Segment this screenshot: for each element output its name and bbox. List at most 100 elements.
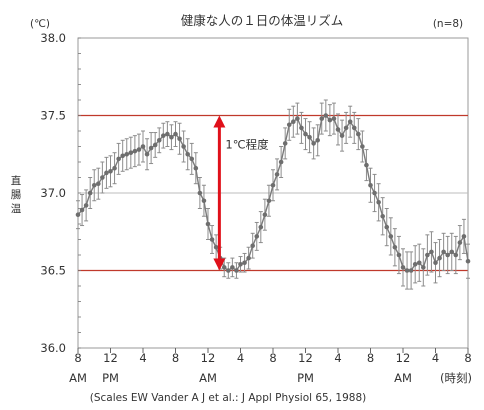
x-tick-period: PM	[297, 371, 314, 385]
x-tick-label: 12	[396, 351, 411, 365]
data-point	[250, 243, 255, 248]
data-point	[120, 153, 125, 159]
data-point	[213, 244, 219, 250]
y-tick-label: 36.5	[40, 264, 66, 278]
y-tick-label: 37.5	[40, 109, 66, 123]
data-point	[246, 255, 251, 261]
data-point	[221, 265, 227, 270]
x-tick-label: 8	[74, 351, 81, 365]
x-tick-period: PM	[102, 371, 119, 385]
x-tick-period: AM	[394, 371, 412, 385]
data-point	[343, 125, 349, 131]
data-point	[449, 249, 455, 255]
data-point	[193, 165, 199, 171]
data-point	[254, 234, 260, 239]
data-point	[173, 131, 178, 137]
x-axis-ticks: 8 AM 12 PM 4 8 12 AM 4 8 12 PM 4 8 12 AM 4 8	[69, 348, 472, 385]
x-tick-label: 8	[172, 351, 179, 365]
data-point	[201, 198, 207, 204]
data-point	[416, 260, 422, 266]
data-point	[425, 252, 430, 258]
data-point	[307, 134, 312, 140]
data-point	[112, 165, 117, 171]
y-axis-ticks: 38.0 37.5 37.0 36.5 36.0	[40, 31, 81, 355]
data-point	[132, 148, 138, 154]
data-point	[91, 182, 97, 188]
data-point	[169, 134, 174, 140]
data-point	[165, 131, 170, 137]
data-point	[197, 190, 203, 196]
data-point	[83, 203, 89, 208]
x-tick-label: 4	[139, 351, 146, 365]
data-point	[384, 224, 390, 230]
data-point	[299, 125, 304, 131]
data-point	[148, 145, 154, 151]
data-point	[100, 175, 105, 180]
data-point	[400, 265, 406, 270]
x-axis-label: (時刻)	[440, 371, 472, 385]
data-point	[209, 237, 215, 242]
data-point	[152, 142, 158, 148]
x-tick-period: AM	[199, 371, 217, 385]
data-point	[156, 138, 162, 143]
data-point	[429, 249, 434, 255]
data-point	[396, 252, 402, 258]
data-point	[453, 252, 459, 258]
data-point	[347, 119, 353, 124]
data-point	[319, 116, 325, 121]
data-point	[445, 252, 450, 258]
data-point	[278, 159, 284, 165]
data-point	[116, 156, 121, 162]
y-axis-label: 直腸温	[11, 174, 22, 215]
data-point	[177, 136, 182, 142]
data-point	[311, 141, 316, 146]
data-point	[96, 181, 101, 186]
data-point	[356, 131, 361, 137]
data-point	[376, 200, 381, 205]
annotation-label: 1℃程度	[225, 138, 269, 152]
source-citation: (Scales EW Vander A J et al.: J Appl Phy…	[90, 392, 367, 404]
data-point	[140, 144, 146, 149]
x-tick-label: 4	[237, 351, 244, 365]
y-tick-label: 38.0	[40, 31, 66, 45]
data-point	[315, 138, 320, 143]
data-point	[457, 240, 463, 245]
data-point	[339, 133, 345, 138]
data-point	[262, 212, 268, 217]
data-point	[238, 262, 243, 267]
data-point	[108, 169, 113, 174]
data-point	[185, 151, 190, 157]
data-point	[461, 234, 467, 239]
data-point	[75, 212, 81, 217]
data-point	[421, 265, 426, 270]
data-point	[270, 182, 276, 188]
data-point	[364, 162, 369, 168]
data-point	[351, 125, 357, 131]
data-point	[205, 221, 211, 227]
x-tick-label: 12	[201, 351, 216, 365]
y-unit-label: (℃)	[30, 18, 50, 30]
annotation-arrowhead-bottom	[213, 258, 226, 271]
data-point	[331, 116, 337, 121]
data-point	[181, 144, 186, 149]
x-tick-label: 12	[298, 351, 313, 365]
data-point	[372, 190, 377, 196]
data-point	[226, 268, 231, 273]
data-point	[128, 150, 134, 155]
x-tick-label: 4	[334, 351, 341, 365]
data-point	[161, 133, 166, 138]
data-point	[368, 182, 373, 188]
x-tick-label: 12	[103, 351, 118, 365]
y-tick-label: 37.0	[40, 186, 66, 200]
data-point	[335, 127, 341, 132]
x-tick-label: 4	[432, 351, 439, 365]
sample-size-label: (n=8)	[433, 18, 463, 30]
range-annotation: 1℃程度	[213, 115, 269, 271]
data-point	[404, 268, 410, 273]
data-point	[437, 255, 442, 261]
data-point	[87, 190, 93, 196]
data-point	[144, 151, 150, 157]
data-point	[412, 262, 418, 267]
data-point	[295, 116, 300, 121]
